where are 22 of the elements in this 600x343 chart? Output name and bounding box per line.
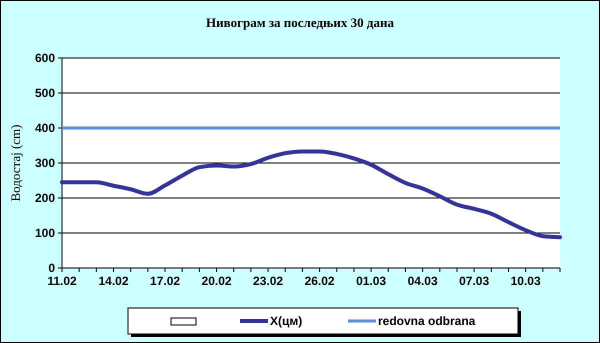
x-tick-label: 23.02 — [253, 274, 284, 288]
legend-label: redovna odbrana — [378, 314, 476, 328]
x-tick-label: 04.03 — [408, 274, 438, 288]
x-tick-label: 10.03 — [510, 274, 541, 288]
line-series — [60, 149, 562, 240]
x-tick-label: 11.02 — [47, 274, 78, 288]
x-tick-label: 07.03 — [459, 274, 490, 288]
chart-title: Нивограм за последњих 30 дана — [206, 15, 394, 30]
y-tick-label: 500 — [34, 86, 56, 100]
y-tick-label: 600 — [34, 51, 56, 66]
y-tick-label: 0 — [48, 261, 56, 276]
y-tick-label: 100 — [34, 226, 56, 240]
x-tick-label: 17.02 — [150, 274, 180, 288]
x-tick-label: 26.02 — [304, 274, 335, 288]
x-tick-label: 20.02 — [202, 274, 232, 288]
y-tick-label: 200 — [34, 191, 56, 206]
y-tick-label: 400 — [34, 121, 56, 136]
y-tick-label: 300 — [34, 156, 56, 170]
y-axis-title: Водостај (cm) — [8, 124, 23, 202]
x-tick-label: 01.03 — [356, 274, 386, 288]
x-tick-label: 14.02 — [98, 274, 129, 288]
legend-label: X(цм) — [270, 314, 302, 328]
